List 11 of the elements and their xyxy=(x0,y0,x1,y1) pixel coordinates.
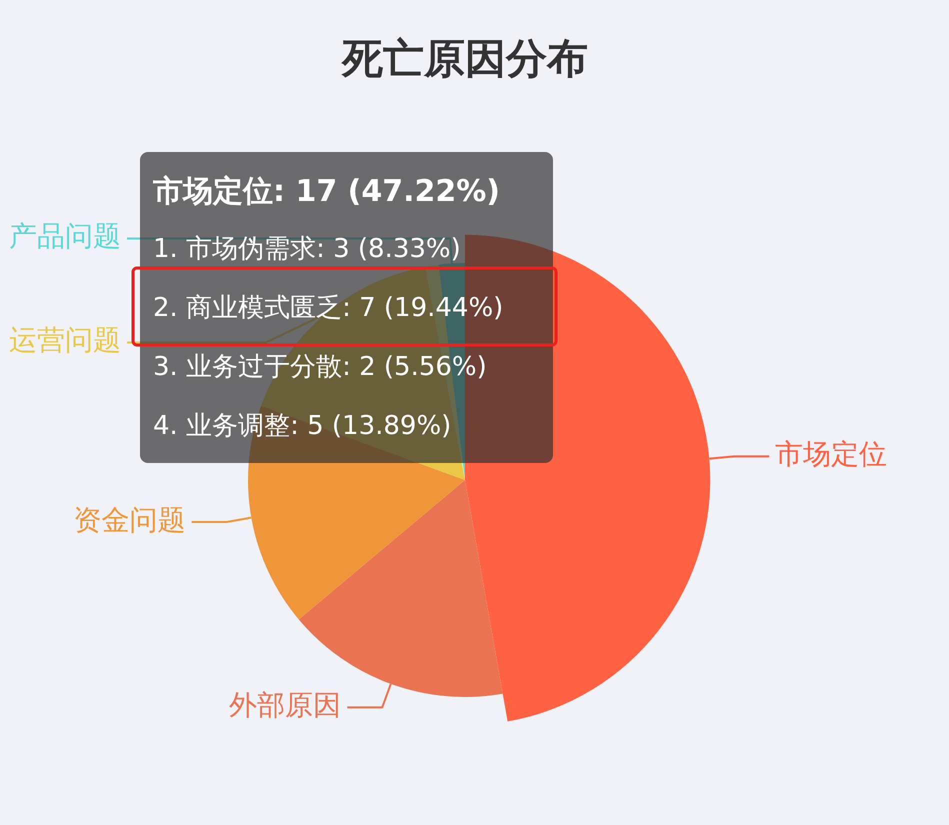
slice-label: 资金问题 xyxy=(74,503,186,536)
text: 4. 业务调整: 5 (13.89%) xyxy=(153,410,452,441)
text: 1. 市场伪需求: 3 (8.33%) xyxy=(153,234,461,264)
slice-label: 产品问题 xyxy=(9,220,121,253)
chart-title: 死亡原因分布 xyxy=(341,34,588,83)
text: 3. 业务过于分散: 2 (5.56%) xyxy=(153,352,487,382)
text: 2. 商业模式匮乏: 7 (19.44%) xyxy=(153,292,504,323)
text: 市场定位: 17 (47.22%) xyxy=(153,174,500,209)
slice-label: 运营问题 xyxy=(9,324,121,357)
slice-label: 市场定位 xyxy=(775,438,888,471)
slice-label: 外部原因 xyxy=(229,688,342,722)
